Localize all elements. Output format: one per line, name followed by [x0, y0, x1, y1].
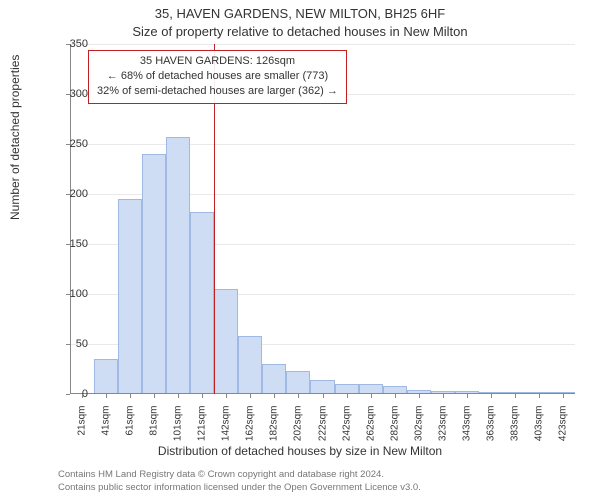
histogram-bar — [166, 137, 190, 394]
annotation-line3: 32% of semi-detached houses are larger (… — [97, 84, 338, 99]
attribution-line2: Contains public sector information licen… — [58, 482, 421, 494]
x-tick-label: 242sqm — [341, 406, 352, 446]
annotation-box: 35 HAVEN GARDENS: 126sqm ← 68% of detach… — [88, 50, 347, 104]
annotation-line2: ← 68% of detached houses are smaller (77… — [97, 69, 338, 84]
y-tick-label: 200 — [38, 188, 88, 200]
x-tick-mark — [226, 394, 227, 398]
gridline — [70, 44, 575, 45]
x-tick-label: 21sqm — [77, 406, 88, 446]
x-tick-label: 403sqm — [533, 406, 544, 446]
x-tick-mark — [395, 394, 396, 398]
x-tick-mark — [491, 394, 492, 398]
x-tick-label: 162sqm — [245, 406, 256, 446]
x-tick-mark — [371, 394, 372, 398]
attribution-line1: Contains HM Land Registry data © Crown c… — [58, 469, 421, 481]
x-tick-mark — [82, 394, 83, 398]
y-axis-label: Number of detached properties — [8, 55, 22, 220]
x-tick-label: 222sqm — [317, 406, 328, 446]
x-tick-label: 423sqm — [557, 406, 568, 446]
x-tick-label: 142sqm — [221, 406, 232, 446]
x-axis-label: Distribution of detached houses by size … — [0, 444, 600, 458]
x-tick-mark — [154, 394, 155, 398]
x-tick-mark — [274, 394, 275, 398]
x-tick-mark — [178, 394, 179, 398]
x-tick-mark — [347, 394, 348, 398]
histogram-bar — [94, 359, 118, 394]
histogram-bar — [214, 289, 238, 394]
x-tick-mark — [563, 394, 564, 398]
histogram-bar — [238, 336, 262, 394]
x-tick-mark — [443, 394, 444, 398]
y-tick-label: 350 — [38, 38, 88, 50]
x-tick-mark — [419, 394, 420, 398]
x-tick-mark — [298, 394, 299, 398]
histogram-bar — [118, 199, 142, 394]
x-tick-label: 262sqm — [365, 406, 376, 446]
histogram-bar — [262, 364, 286, 394]
x-tick-label: 101sqm — [173, 406, 184, 446]
x-tick-label: 81sqm — [149, 406, 160, 446]
y-tick-label: 50 — [38, 338, 88, 350]
x-tick-mark — [130, 394, 131, 398]
histogram-bar — [286, 371, 310, 394]
y-tick-label: 250 — [38, 138, 88, 150]
chart-area: 35 HAVEN GARDENS: 126sqm ← 68% of detach… — [70, 44, 575, 394]
x-tick-label: 182sqm — [269, 406, 280, 446]
attribution-text: Contains HM Land Registry data © Crown c… — [58, 469, 421, 494]
page-title-line2: Size of property relative to detached ho… — [0, 24, 600, 39]
histogram-bar — [190, 212, 214, 394]
histogram-bar — [310, 380, 334, 394]
x-tick-mark — [467, 394, 468, 398]
y-tick-label: 100 — [38, 288, 88, 300]
x-tick-label: 121sqm — [197, 406, 208, 446]
x-tick-label: 343sqm — [461, 406, 472, 446]
x-tick-mark — [515, 394, 516, 398]
x-tick-label: 202sqm — [293, 406, 304, 446]
y-tick-label: 150 — [38, 238, 88, 250]
x-tick-label: 302sqm — [413, 406, 424, 446]
x-tick-mark — [202, 394, 203, 398]
y-tick-label: 0 — [38, 388, 88, 400]
chart-container: 35, HAVEN GARDENS, NEW MILTON, BH25 6HF … — [0, 0, 600, 500]
y-tick-label: 300 — [38, 88, 88, 100]
histogram-bar — [142, 154, 166, 394]
x-tick-label: 282sqm — [389, 406, 400, 446]
annotation-line1: 35 HAVEN GARDENS: 126sqm — [97, 54, 338, 69]
x-tick-label: 383sqm — [509, 406, 520, 446]
x-tick-label: 363sqm — [485, 406, 496, 446]
x-tick-label: 323sqm — [437, 406, 448, 446]
x-tick-label: 61sqm — [125, 406, 136, 446]
x-tick-label: 41sqm — [101, 406, 112, 446]
x-tick-mark — [539, 394, 540, 398]
page-title-line1: 35, HAVEN GARDENS, NEW MILTON, BH25 6HF — [0, 6, 600, 21]
x-tick-mark — [106, 394, 107, 398]
x-tick-mark — [250, 394, 251, 398]
gridline — [70, 144, 575, 145]
x-tick-mark — [323, 394, 324, 398]
